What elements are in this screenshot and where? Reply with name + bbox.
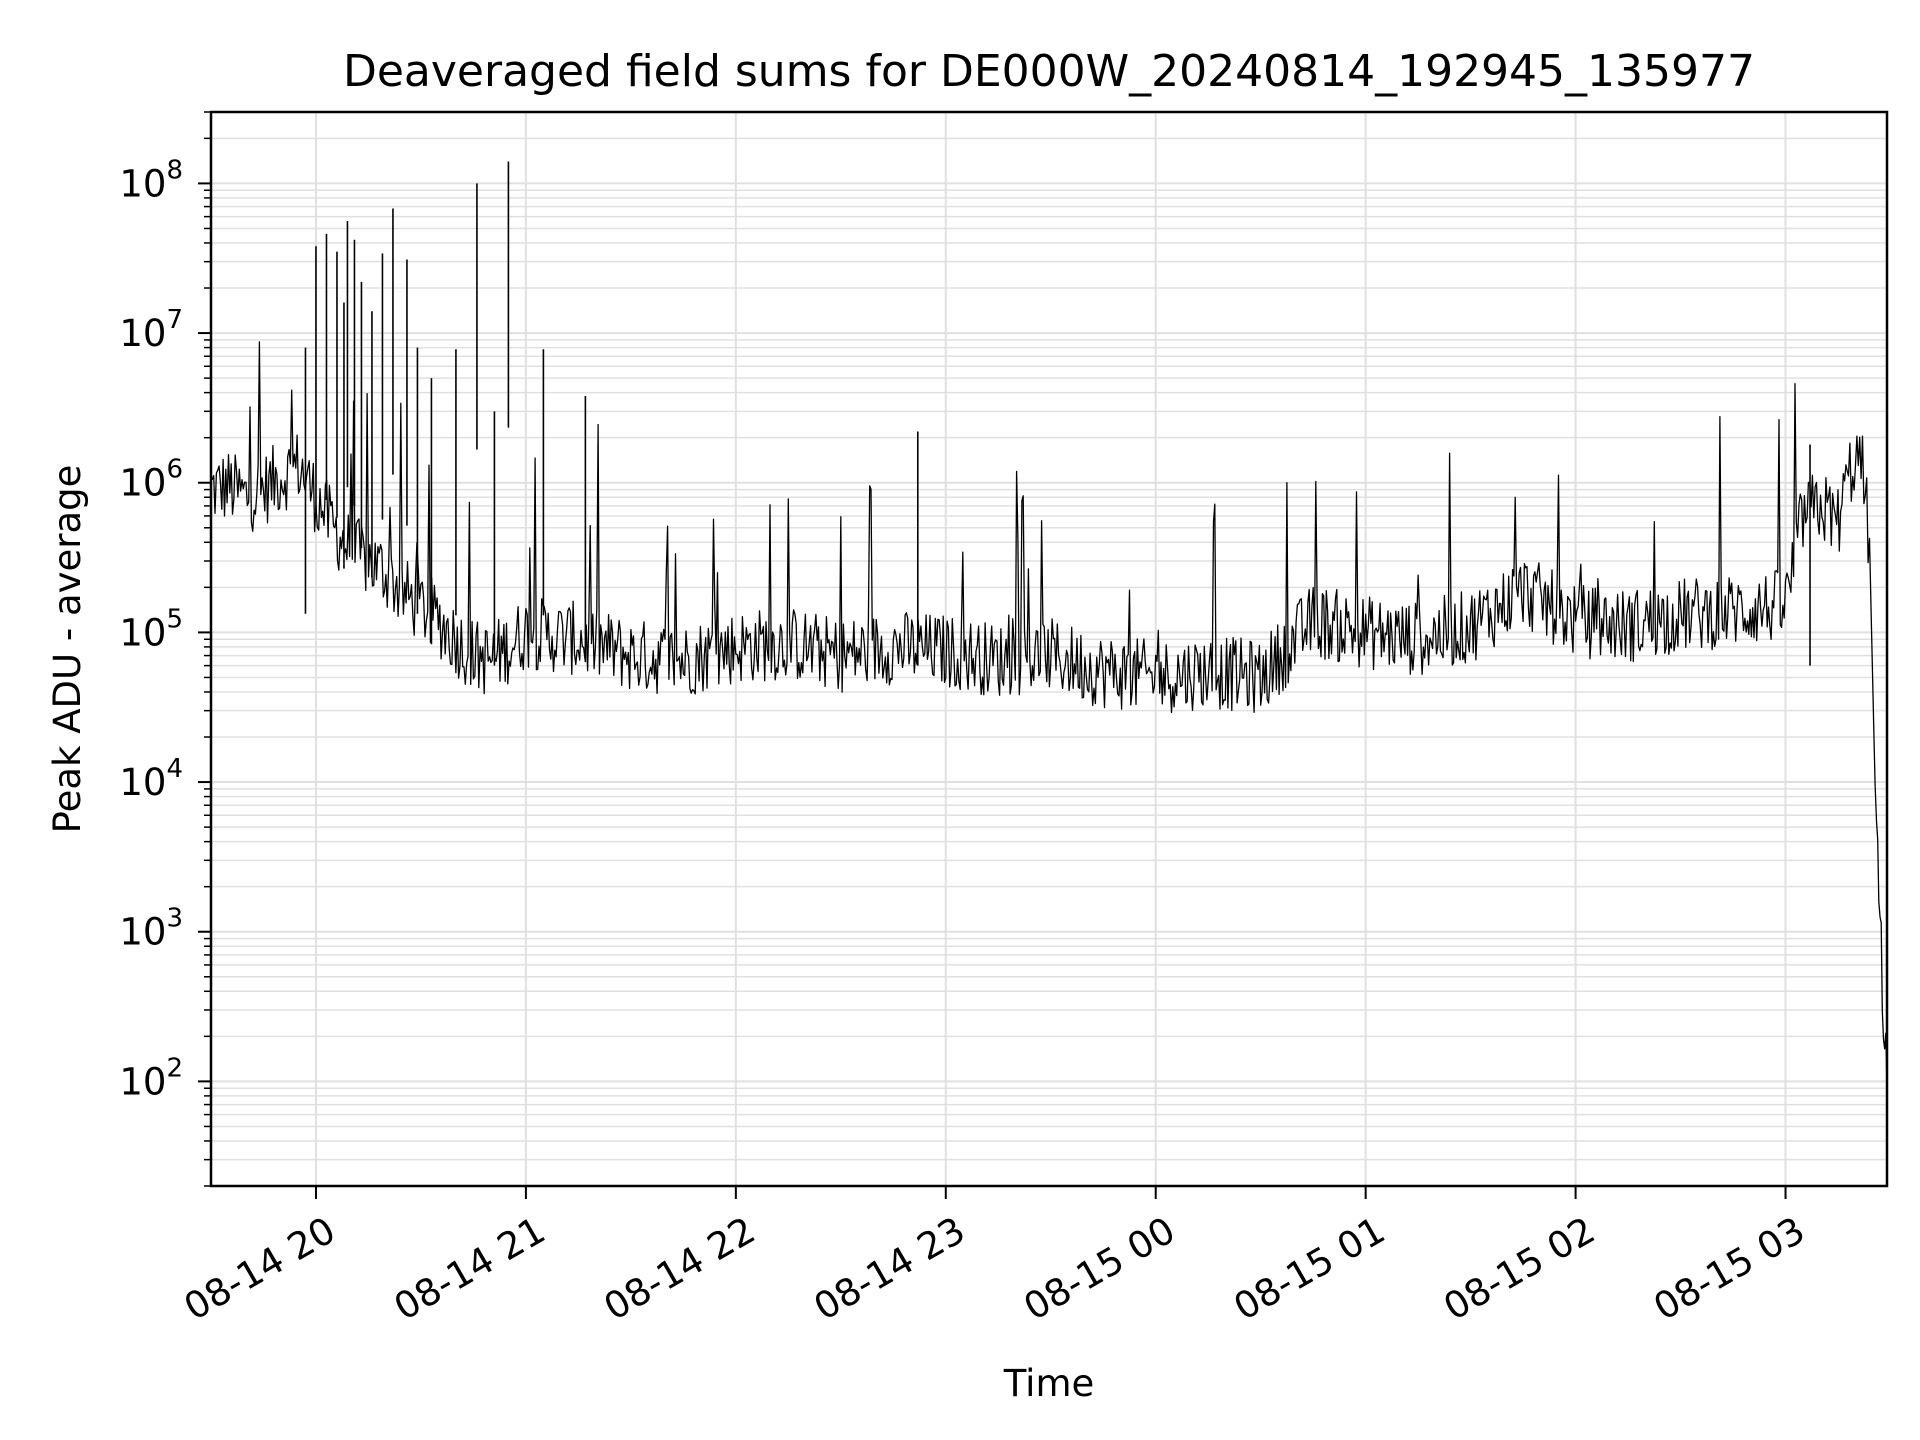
y-tick-label: 104 bbox=[119, 754, 183, 804]
grid-major-lines bbox=[211, 112, 1887, 1186]
x-tick-label: 08-14 23 bbox=[807, 1209, 973, 1329]
y-tick-label: 103 bbox=[119, 904, 183, 954]
x-tick-label: 08-15 01 bbox=[1227, 1209, 1393, 1329]
y-tick-label: 105 bbox=[119, 604, 183, 654]
x-tick-label: 08-15 00 bbox=[1017, 1209, 1183, 1329]
y-tick-label: 102 bbox=[119, 1053, 183, 1103]
x-tick-label: 08-15 03 bbox=[1646, 1209, 1812, 1329]
y-tick-label: 106 bbox=[119, 455, 183, 505]
x-tick-label: 08-15 02 bbox=[1437, 1209, 1603, 1329]
y-tick-label: 107 bbox=[119, 305, 183, 355]
x-tick-label: 08-14 21 bbox=[387, 1209, 553, 1329]
grid-minor-lines bbox=[204, 111, 1887, 1187]
series-line bbox=[210, 341, 1888, 1089]
x-axis-ticks: 08-14 20 08-14 21 08-14 22 08-14 23 08-15 00… bbox=[177, 1186, 1812, 1329]
y-axis-ticks: 102 103 104 105 106 107 108 bbox=[119, 155, 211, 1103]
y-tick-label: 108 bbox=[119, 155, 183, 205]
chart-title: Deaveraged field sums for DE000W_2024081… bbox=[343, 46, 1755, 97]
x-axis-label: Time bbox=[1003, 1362, 1095, 1405]
y-axis-label: Peak ADU - average bbox=[46, 465, 89, 834]
data-layer bbox=[210, 161, 1888, 1089]
x-tick-label: 08-14 20 bbox=[177, 1209, 343, 1329]
plot-frame bbox=[209, 110, 1889, 1188]
x-tick-label: 08-14 22 bbox=[597, 1209, 763, 1329]
